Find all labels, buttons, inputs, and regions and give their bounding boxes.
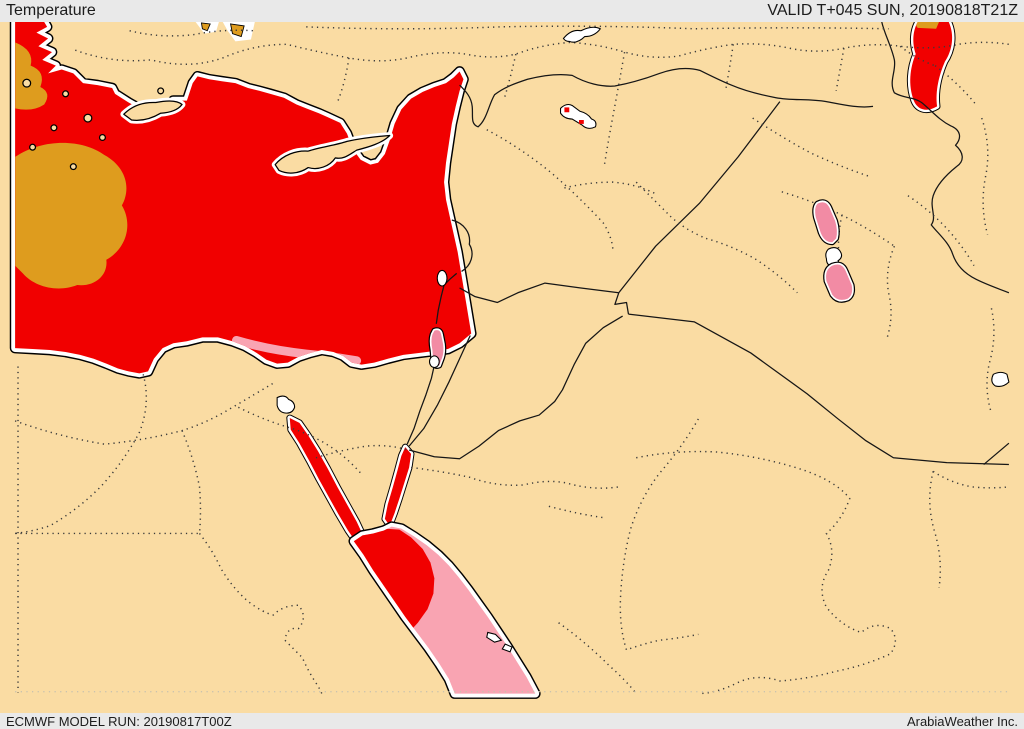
ataturk-reservoir <box>559 103 597 129</box>
gulf-of-aqaba <box>381 443 415 530</box>
gulf-of-suez <box>286 414 370 551</box>
bitter-lakes <box>276 395 296 414</box>
valid-time-label: VALID T+045 SUN, 20190818T21Z <box>767 2 1018 19</box>
admin-boundaries <box>14 25 1010 695</box>
lake-razzaza <box>823 261 856 303</box>
lakes <box>276 26 1010 414</box>
orange-temperature-pools <box>15 42 128 289</box>
cyprus-island <box>271 132 394 177</box>
map-title: Temperature <box>6 2 96 19</box>
lake-tuz <box>562 26 602 43</box>
red-sea-hot-core <box>353 528 435 641</box>
temperature-map-svg <box>0 21 1010 713</box>
sea-of-galilee <box>436 269 448 287</box>
top-title-bar: Temperature VALID T+045 SUN, 20190818T21… <box>0 0 1024 22</box>
map-canvas <box>0 22 1024 713</box>
mediterranean-sea <box>15 22 471 373</box>
lake-tharthar <box>812 199 840 246</box>
model-run-label: ECMWF MODEL RUN: 20190817T00Z <box>6 713 232 729</box>
brand-label: ArabiaWeather Inc. <box>906 713 1018 729</box>
bottom-status-bar: ECMWF MODEL RUN: 20190817T00Z ArabiaWeat… <box>0 713 1024 729</box>
dead-sea-south-basin <box>428 355 440 369</box>
country-borders <box>406 21 1010 466</box>
caspian-sea-south <box>910 22 952 110</box>
aegean-islands <box>22 22 255 171</box>
red-sea <box>348 527 535 694</box>
iran-edge-lake <box>991 371 1010 387</box>
